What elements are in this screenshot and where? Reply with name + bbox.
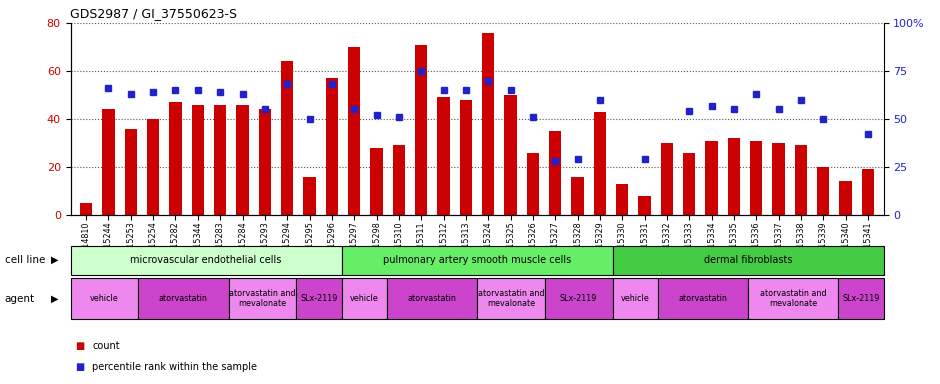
Text: atorvastatin: atorvastatin bbox=[407, 294, 456, 303]
Bar bbox=[326, 78, 338, 215]
Text: atorvastatin and
mevalonate: atorvastatin and mevalonate bbox=[229, 289, 296, 308]
Bar bbox=[102, 109, 115, 215]
Bar bbox=[281, 61, 293, 215]
Text: SLx-2119: SLx-2119 bbox=[560, 294, 598, 303]
Bar bbox=[192, 104, 204, 215]
Text: cell line: cell line bbox=[5, 255, 45, 265]
Text: ▶: ▶ bbox=[51, 293, 58, 304]
Text: ▶: ▶ bbox=[51, 255, 58, 265]
Bar bbox=[549, 131, 561, 215]
Text: microvascular endothelial cells: microvascular endothelial cells bbox=[131, 255, 282, 265]
Bar bbox=[415, 45, 428, 215]
Bar bbox=[304, 177, 316, 215]
Bar bbox=[795, 146, 807, 215]
Text: ■: ■ bbox=[75, 341, 85, 351]
Bar bbox=[572, 177, 584, 215]
Bar bbox=[817, 167, 829, 215]
Bar bbox=[750, 141, 762, 215]
Bar bbox=[526, 152, 539, 215]
Bar bbox=[616, 184, 628, 215]
Text: count: count bbox=[92, 341, 119, 351]
Text: atorvastatin: atorvastatin bbox=[159, 294, 208, 303]
Bar bbox=[862, 169, 874, 215]
Bar bbox=[437, 98, 449, 215]
Text: vehicle: vehicle bbox=[350, 294, 379, 303]
Text: atorvastatin and
mevalonate: atorvastatin and mevalonate bbox=[478, 289, 544, 308]
Bar bbox=[728, 138, 740, 215]
Text: atorvastatin and
mevalonate: atorvastatin and mevalonate bbox=[760, 289, 826, 308]
Text: pulmonary artery smooth muscle cells: pulmonary artery smooth muscle cells bbox=[383, 255, 572, 265]
Bar bbox=[683, 152, 696, 215]
Text: agent: agent bbox=[5, 293, 35, 304]
Text: ■: ■ bbox=[75, 362, 85, 372]
Bar bbox=[505, 95, 517, 215]
Text: dermal fibroblasts: dermal fibroblasts bbox=[704, 255, 792, 265]
Bar bbox=[839, 182, 852, 215]
Bar bbox=[460, 100, 472, 215]
Bar bbox=[705, 141, 718, 215]
Bar bbox=[661, 143, 673, 215]
Bar bbox=[370, 148, 383, 215]
Bar bbox=[482, 33, 494, 215]
Text: SLx-2119: SLx-2119 bbox=[300, 294, 337, 303]
Text: SLx-2119: SLx-2119 bbox=[842, 294, 880, 303]
Bar bbox=[125, 129, 137, 215]
Bar bbox=[258, 109, 271, 215]
Bar bbox=[147, 119, 159, 215]
Text: GDS2987 / GI_37550623-S: GDS2987 / GI_37550623-S bbox=[70, 7, 238, 20]
Bar bbox=[594, 112, 606, 215]
Text: atorvastatin: atorvastatin bbox=[679, 294, 728, 303]
Bar bbox=[348, 47, 360, 215]
Bar bbox=[214, 104, 227, 215]
Text: vehicle: vehicle bbox=[620, 294, 650, 303]
Bar bbox=[236, 104, 249, 215]
Text: vehicle: vehicle bbox=[90, 294, 118, 303]
Bar bbox=[773, 143, 785, 215]
Text: percentile rank within the sample: percentile rank within the sample bbox=[92, 362, 258, 372]
Bar bbox=[169, 102, 181, 215]
Bar bbox=[393, 146, 405, 215]
Bar bbox=[638, 196, 650, 215]
Bar bbox=[80, 203, 92, 215]
